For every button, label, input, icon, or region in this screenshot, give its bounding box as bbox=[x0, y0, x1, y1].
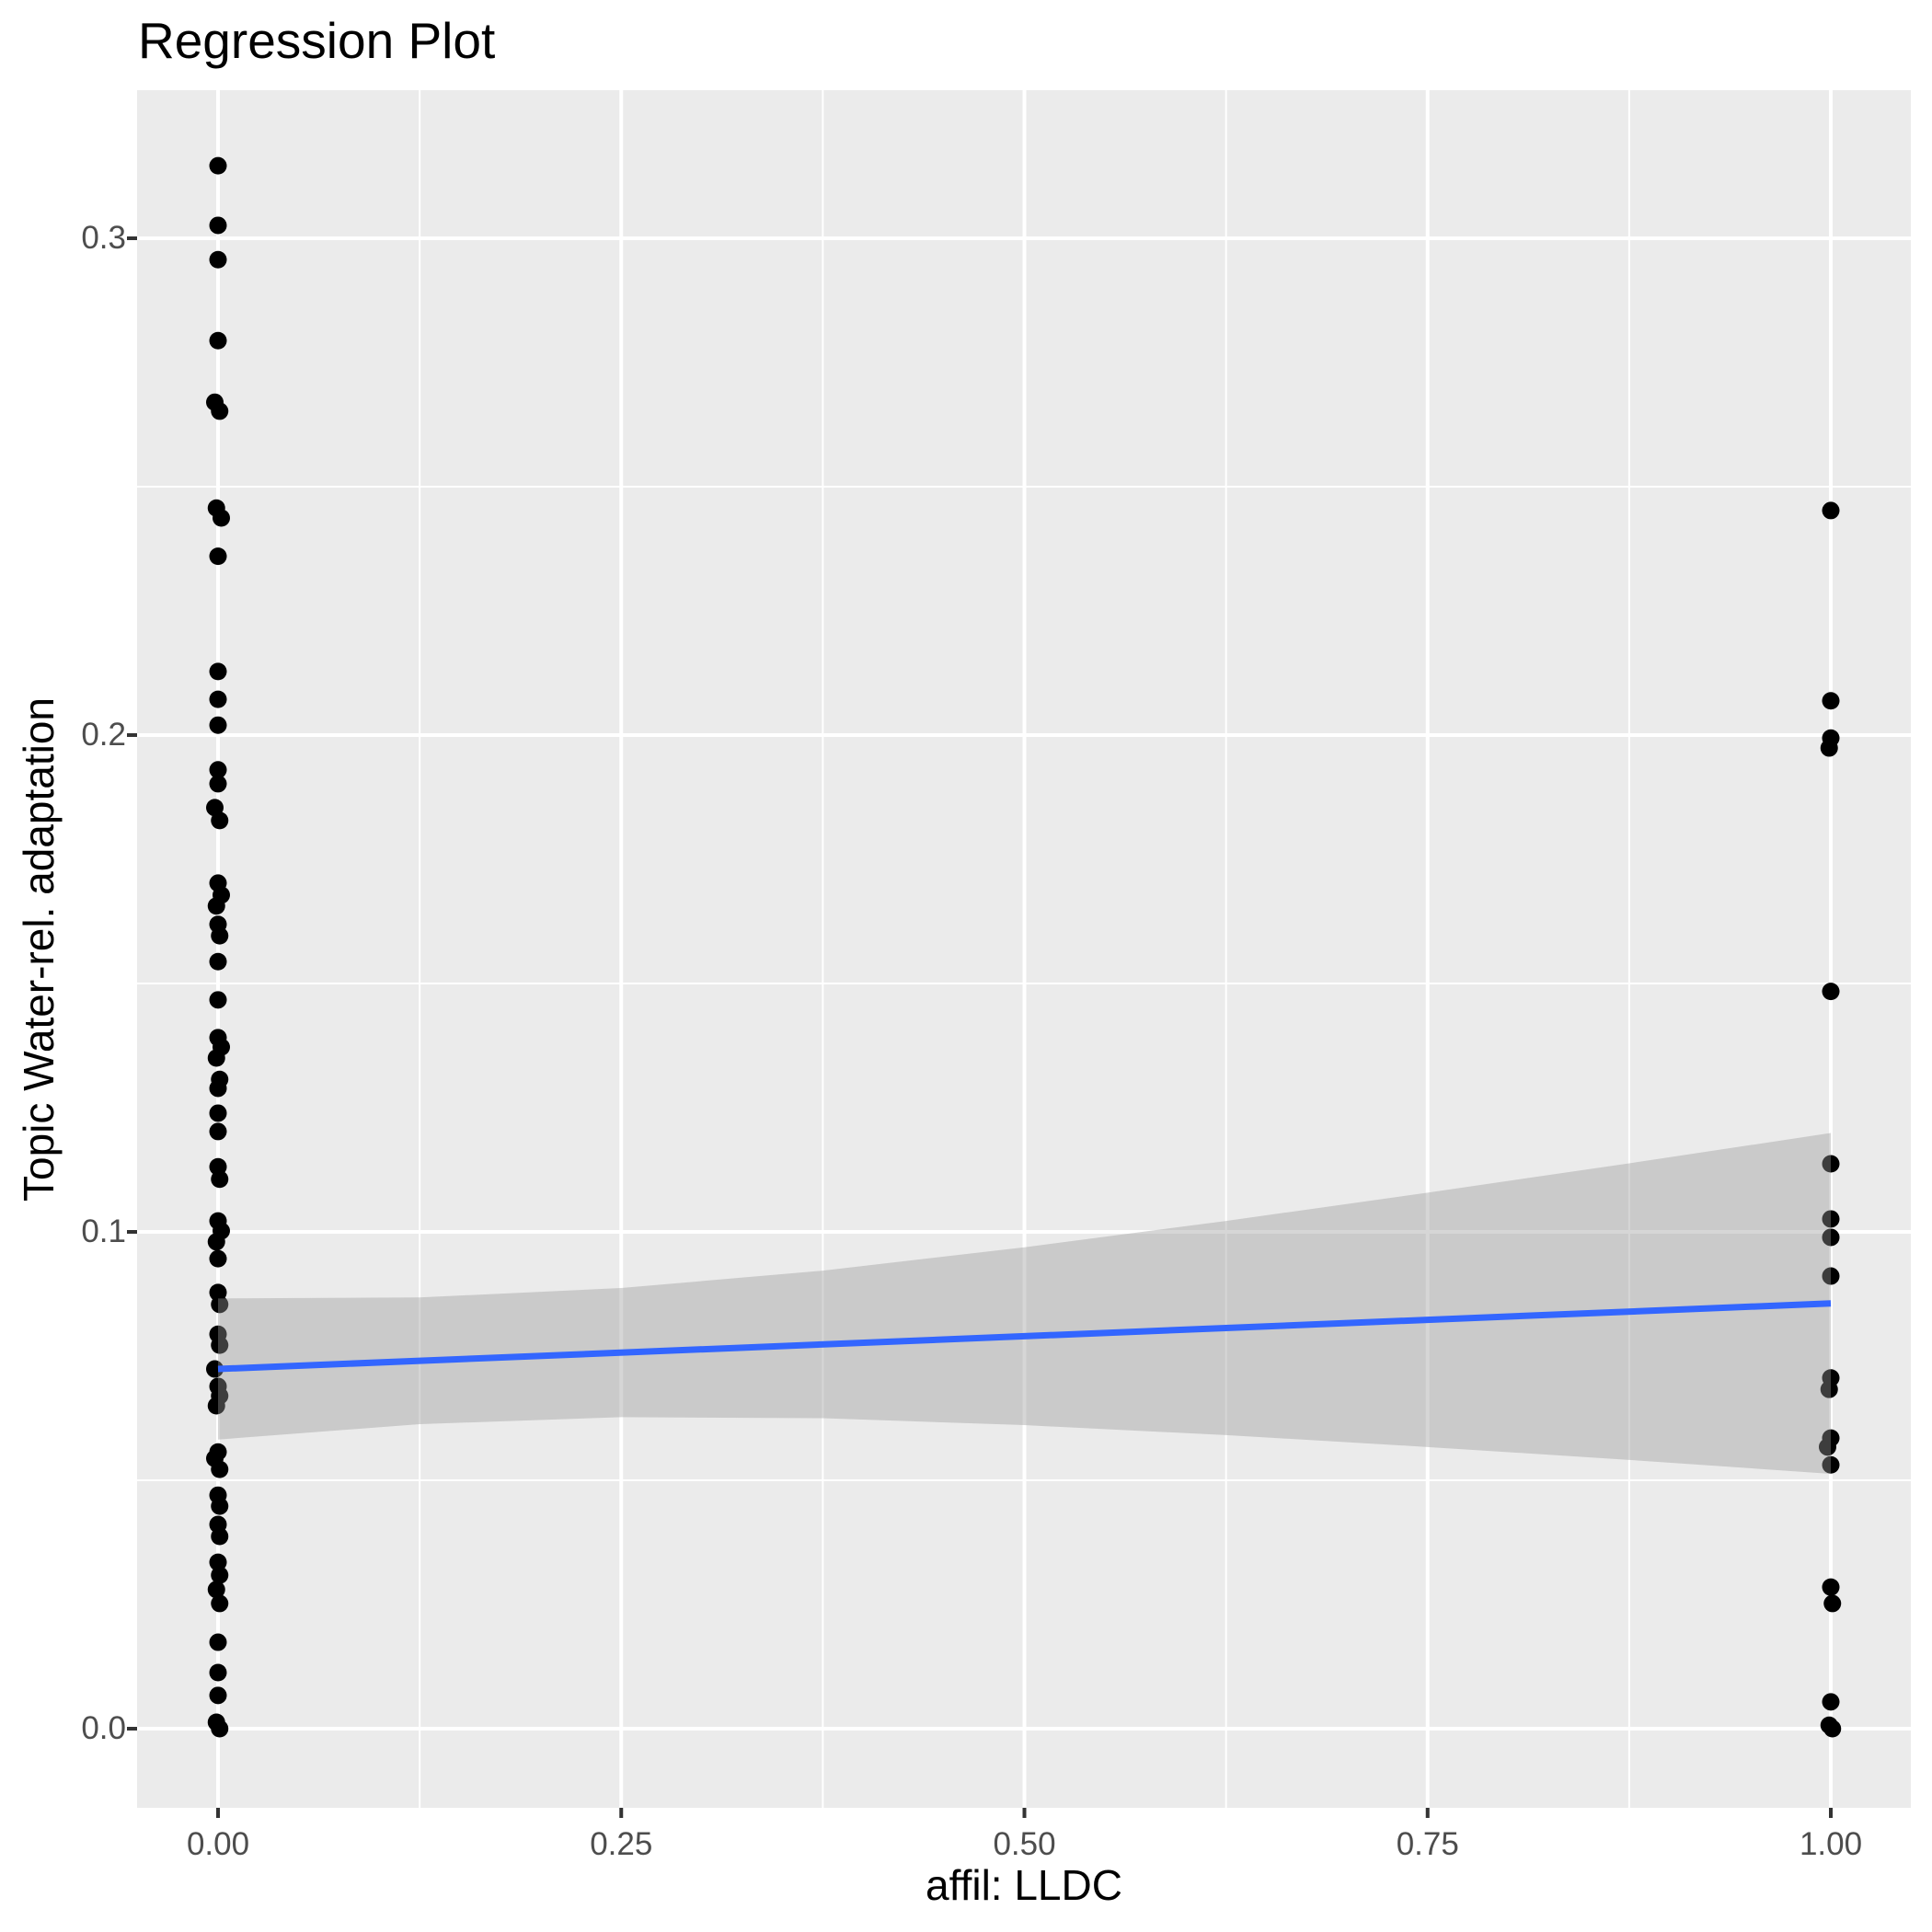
data-point bbox=[209, 690, 227, 708]
data-point bbox=[209, 156, 227, 175]
data-point bbox=[211, 1719, 229, 1738]
data-point bbox=[1822, 983, 1840, 1001]
data-point bbox=[211, 1170, 229, 1189]
data-point bbox=[211, 1566, 229, 1584]
data-point bbox=[209, 331, 227, 350]
data-point bbox=[207, 1233, 225, 1251]
data-point bbox=[1822, 501, 1840, 520]
data-point bbox=[209, 216, 227, 235]
data-point bbox=[211, 1336, 229, 1354]
data-point bbox=[1820, 739, 1838, 757]
data-point bbox=[211, 1295, 229, 1314]
x-axis-title: affil: LLDC bbox=[926, 1861, 1122, 1909]
data-point bbox=[1822, 1693, 1840, 1711]
data-point bbox=[209, 250, 227, 269]
x-tick-label: 0.50 bbox=[993, 1826, 1056, 1862]
data-point bbox=[1822, 692, 1840, 710]
data-point bbox=[209, 1122, 227, 1141]
data-point bbox=[209, 1633, 227, 1651]
data-point bbox=[209, 1686, 227, 1705]
data-point bbox=[1820, 1380, 1838, 1398]
x-tick-label: 0.00 bbox=[186, 1826, 250, 1862]
data-point bbox=[209, 761, 227, 779]
data-point bbox=[1822, 1578, 1840, 1596]
y-tick-label: 0.1 bbox=[81, 1213, 126, 1249]
data-point bbox=[1818, 1438, 1836, 1456]
data-point bbox=[207, 1049, 225, 1067]
data-point bbox=[211, 402, 229, 420]
data-point bbox=[209, 662, 227, 681]
data-point bbox=[1822, 1155, 1840, 1173]
data-point bbox=[1823, 1594, 1842, 1613]
data-point bbox=[209, 547, 227, 566]
data-point bbox=[1823, 1719, 1842, 1738]
y-tick-label: 0.0 bbox=[81, 1710, 126, 1746]
data-point bbox=[207, 1397, 225, 1415]
data-point bbox=[211, 811, 229, 830]
data-point bbox=[1822, 1455, 1840, 1474]
data-point bbox=[1822, 1210, 1840, 1228]
x-tick-label: 0.75 bbox=[1396, 1826, 1459, 1862]
y-axis-title: Topic Water-rel. adaptation bbox=[15, 696, 63, 1202]
data-point bbox=[207, 1581, 225, 1599]
data-point bbox=[209, 991, 227, 1009]
data-point bbox=[211, 1594, 229, 1613]
data-point bbox=[209, 1249, 227, 1268]
data-point bbox=[209, 952, 227, 971]
x-tick-label: 0.25 bbox=[590, 1826, 653, 1862]
data-point bbox=[209, 1663, 227, 1682]
y-tick-label: 0.3 bbox=[81, 220, 126, 256]
data-point bbox=[211, 926, 229, 945]
data-point bbox=[211, 1497, 229, 1515]
data-point bbox=[209, 716, 227, 734]
data-point bbox=[213, 509, 231, 527]
data-point bbox=[207, 897, 225, 915]
data-point bbox=[211, 1460, 229, 1478]
data-point bbox=[1822, 1228, 1840, 1247]
data-point bbox=[209, 1553, 227, 1571]
data-point bbox=[205, 1360, 224, 1378]
x-tick-label: 1.00 bbox=[1799, 1826, 1863, 1862]
regression-line bbox=[217, 1300, 1832, 1373]
confidence-band bbox=[218, 1133, 1831, 1474]
plot-title: Regression Plot bbox=[138, 12, 496, 69]
data-point bbox=[1822, 1267, 1840, 1285]
y-tick-label: 0.2 bbox=[81, 717, 126, 753]
data-point bbox=[211, 1527, 229, 1546]
data-point bbox=[209, 1079, 227, 1098]
data-point bbox=[209, 1104, 227, 1122]
data-point bbox=[209, 775, 227, 793]
